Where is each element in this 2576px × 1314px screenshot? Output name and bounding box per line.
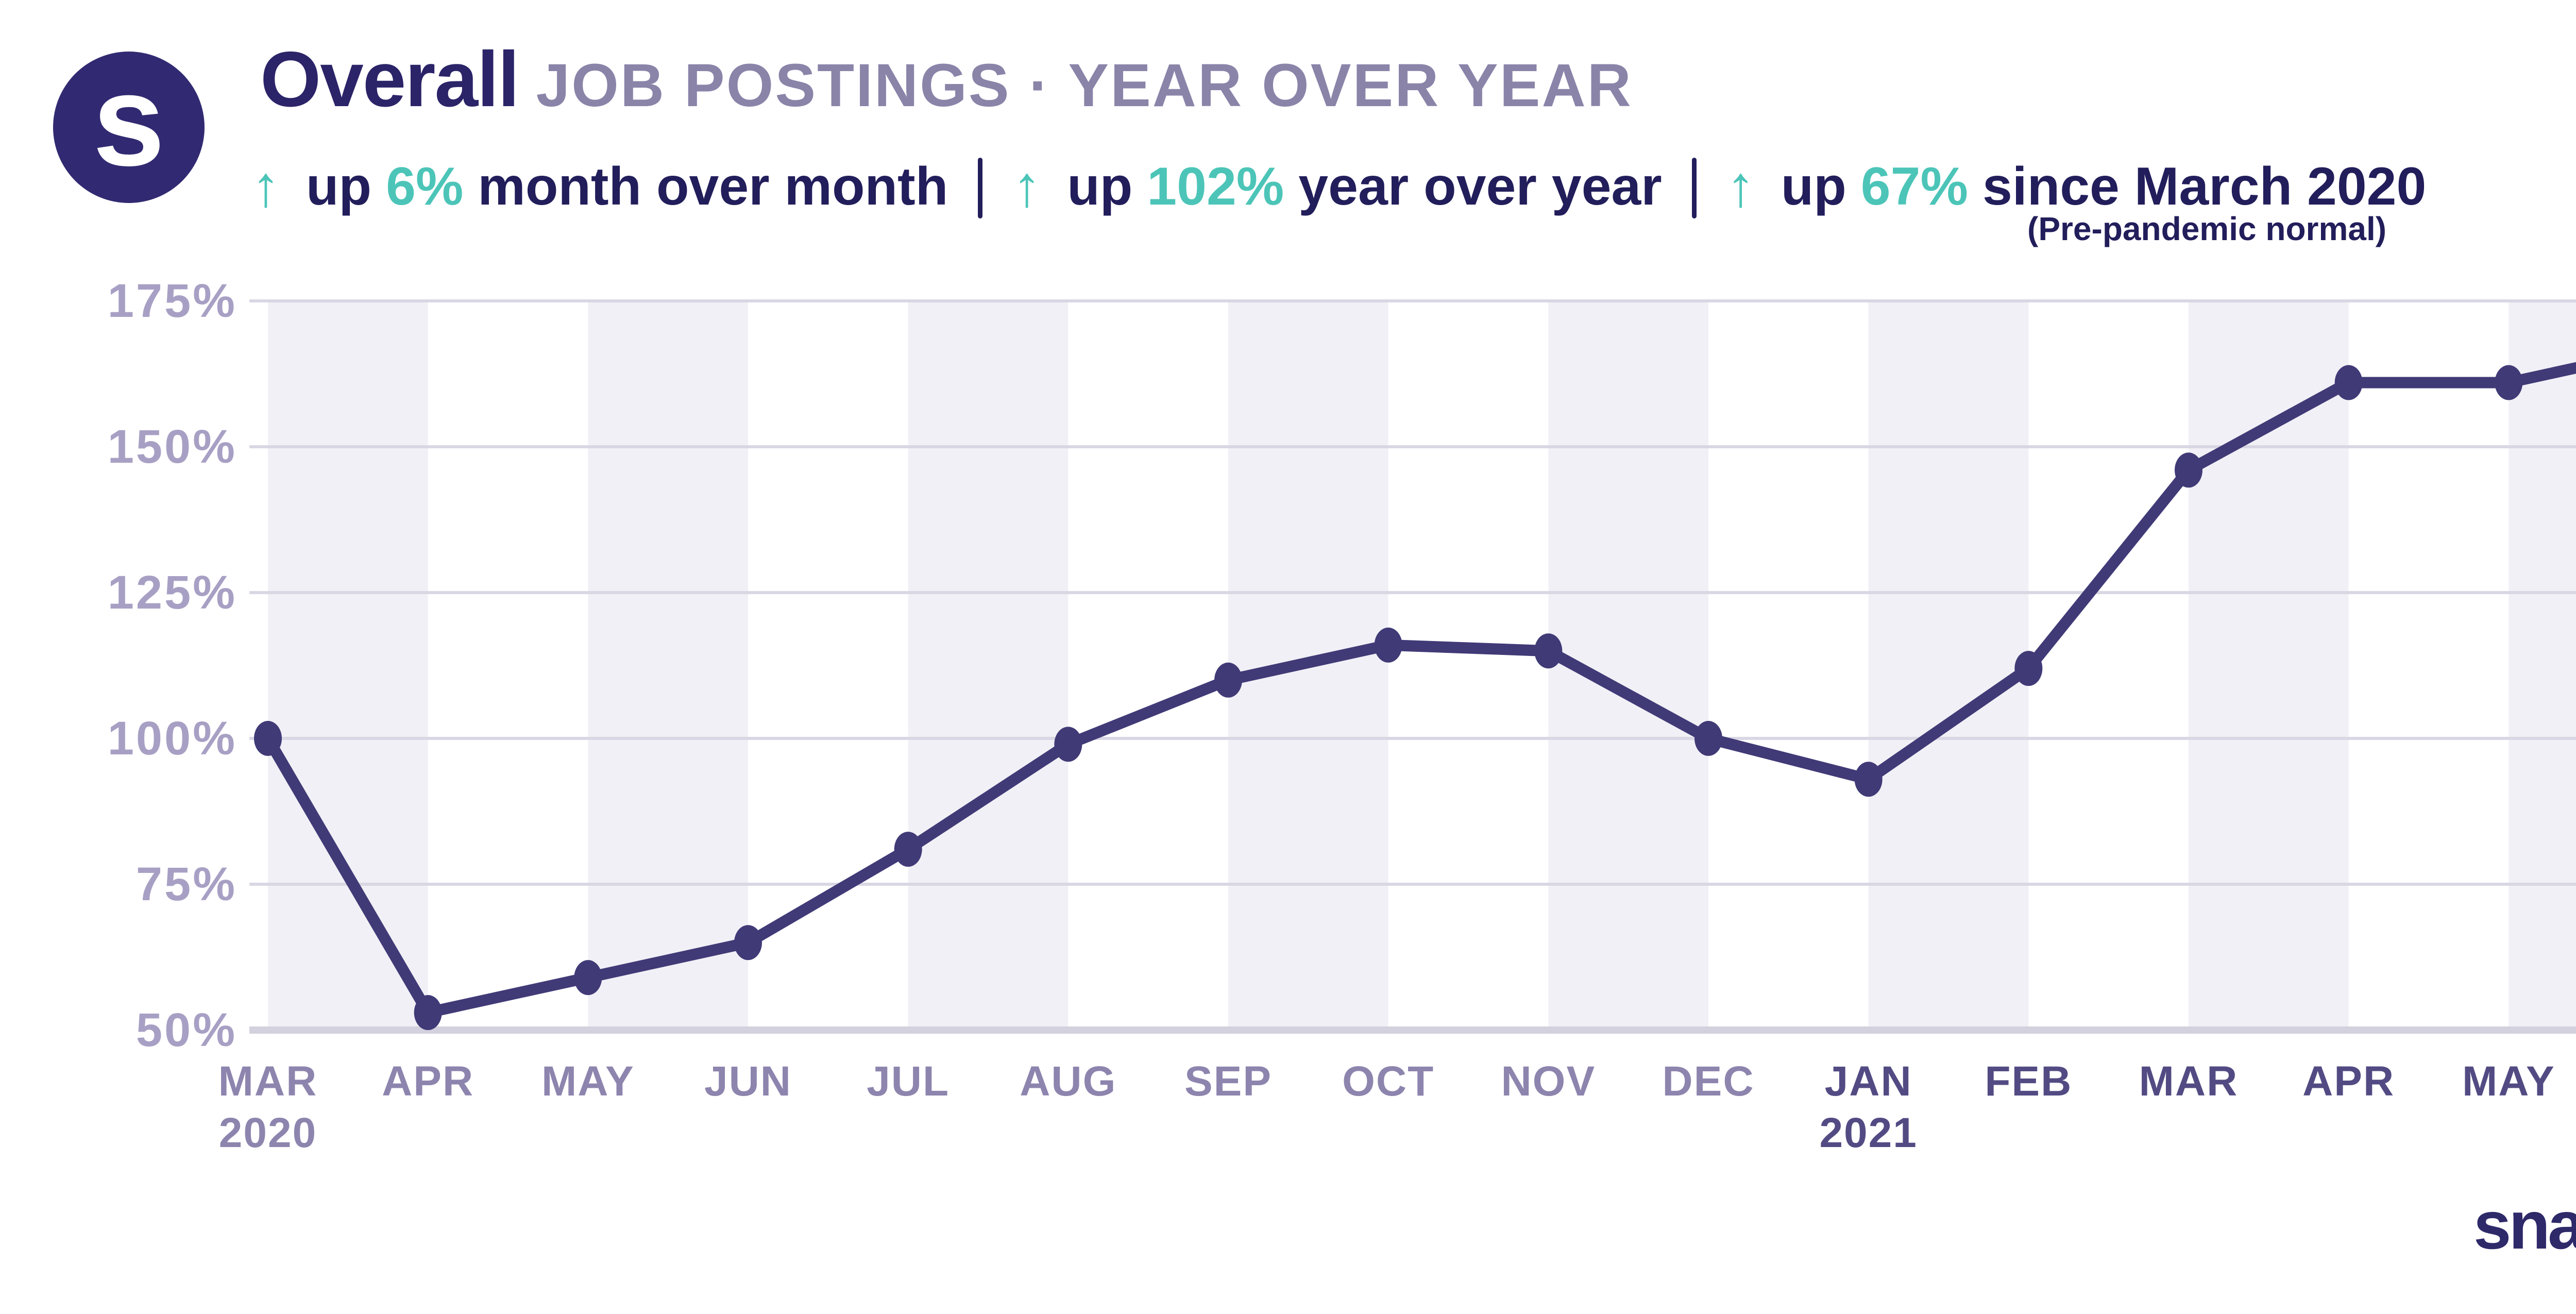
stat-prefix: up <box>1781 157 1846 216</box>
snagajob-wordmark: snagajob® <box>2473 1191 2576 1259</box>
stat-prefix: up <box>306 157 372 216</box>
x-axis-label: SEP <box>1184 1058 1273 1105</box>
data-point <box>414 995 442 1031</box>
x-axis-year-label: 2020 <box>218 1109 317 1156</box>
y-axis-label: 100% <box>107 712 237 765</box>
data-point <box>254 721 282 756</box>
data-point <box>1214 662 1242 698</box>
stat-label: since March 2020 <box>1982 157 2427 216</box>
y-axis-label: 150% <box>107 420 237 473</box>
stat-value: 6% <box>386 157 464 216</box>
chart-band <box>2189 301 2349 1030</box>
data-point <box>734 925 762 961</box>
y-axis-label: 75% <box>135 858 237 911</box>
data-point <box>1694 721 1722 756</box>
data-point <box>894 832 922 867</box>
x-axis-label: DEC <box>1662 1058 1755 1105</box>
stat-label: year over year <box>1298 157 1662 216</box>
x-axis-label: MAY <box>2462 1058 2555 1105</box>
x-axis-label: AUG <box>1020 1058 1117 1105</box>
summary-stats: ↑ up 6% month over month ↑ up 102% year … <box>251 154 2427 218</box>
page-title: Overall JOB POSTINGS · YEAR OVER YEAR <box>260 40 1633 119</box>
chart-band <box>2509 301 2576 1030</box>
x-axis-label: OCT <box>1342 1058 1435 1105</box>
trend-line <box>262 362 2576 1019</box>
x-axis-label: FEB <box>1985 1058 2073 1105</box>
data-point <box>2175 452 2202 488</box>
y-axis-label: 50% <box>135 1004 237 1056</box>
title-overall: Overall <box>260 36 519 123</box>
stat-value: 102% <box>1147 157 1284 216</box>
data-point <box>1054 727 1082 762</box>
x-axis-label: MAR <box>2139 1058 2239 1105</box>
data-point <box>1374 627 1402 663</box>
up-arrow-icon: ↑ <box>1726 154 1755 218</box>
data-point <box>2495 365 2523 400</box>
x-axis-label: APR <box>382 1058 474 1105</box>
x-axis-label: MAY <box>541 1058 635 1105</box>
title-subtitle: JOB POSTINGS · YEAR OVER YEAR <box>536 52 1633 120</box>
data-point <box>574 960 602 996</box>
chart-band <box>908 301 1069 1030</box>
chart-band <box>588 301 748 1030</box>
x-axis-label: JAN <box>1824 1058 1912 1105</box>
snagajob-logo-badge: s <box>53 52 205 203</box>
stat-value: 67% <box>1860 157 1968 216</box>
stat-prefix: up <box>1067 157 1133 216</box>
stat-month-over-month: ↑ up 6% month over month <box>251 154 948 218</box>
y-axis-label: 125% <box>107 566 237 619</box>
data-point <box>2014 651 2043 686</box>
pre-pandemic-note: (Pre-pandemic normal) <box>2027 210 2387 247</box>
stat-year-over-year: ↑ up 102% year over year <box>1012 154 1662 218</box>
stat-separator <box>978 158 983 218</box>
x-axis-label: NOV <box>1501 1058 1596 1105</box>
stat-label: month over month <box>478 157 948 216</box>
wordmark-text: snagajob <box>2473 1187 2576 1263</box>
up-arrow-icon: ↑ <box>1012 154 1042 218</box>
logo-letter: s <box>92 48 165 193</box>
x-axis-label: JUL <box>867 1058 950 1105</box>
chart-band <box>268 301 428 1030</box>
stat-separator <box>1691 158 1697 218</box>
x-axis-label: APR <box>2302 1058 2395 1105</box>
x-axis-label: JUN <box>704 1058 792 1105</box>
x-axis-label: MAR <box>218 1058 318 1105</box>
data-point <box>2334 365 2363 400</box>
data-point <box>1534 633 1563 669</box>
chart-band <box>1868 301 2029 1030</box>
stat-since-march-2020: ↑ up 67% since March 2020 <box>1726 154 2427 218</box>
y-axis-label: 175% <box>107 275 237 327</box>
up-arrow-icon: ↑ <box>251 154 280 218</box>
data-point <box>1854 762 1883 797</box>
x-axis-year-label: 2021 <box>1819 1109 1918 1156</box>
